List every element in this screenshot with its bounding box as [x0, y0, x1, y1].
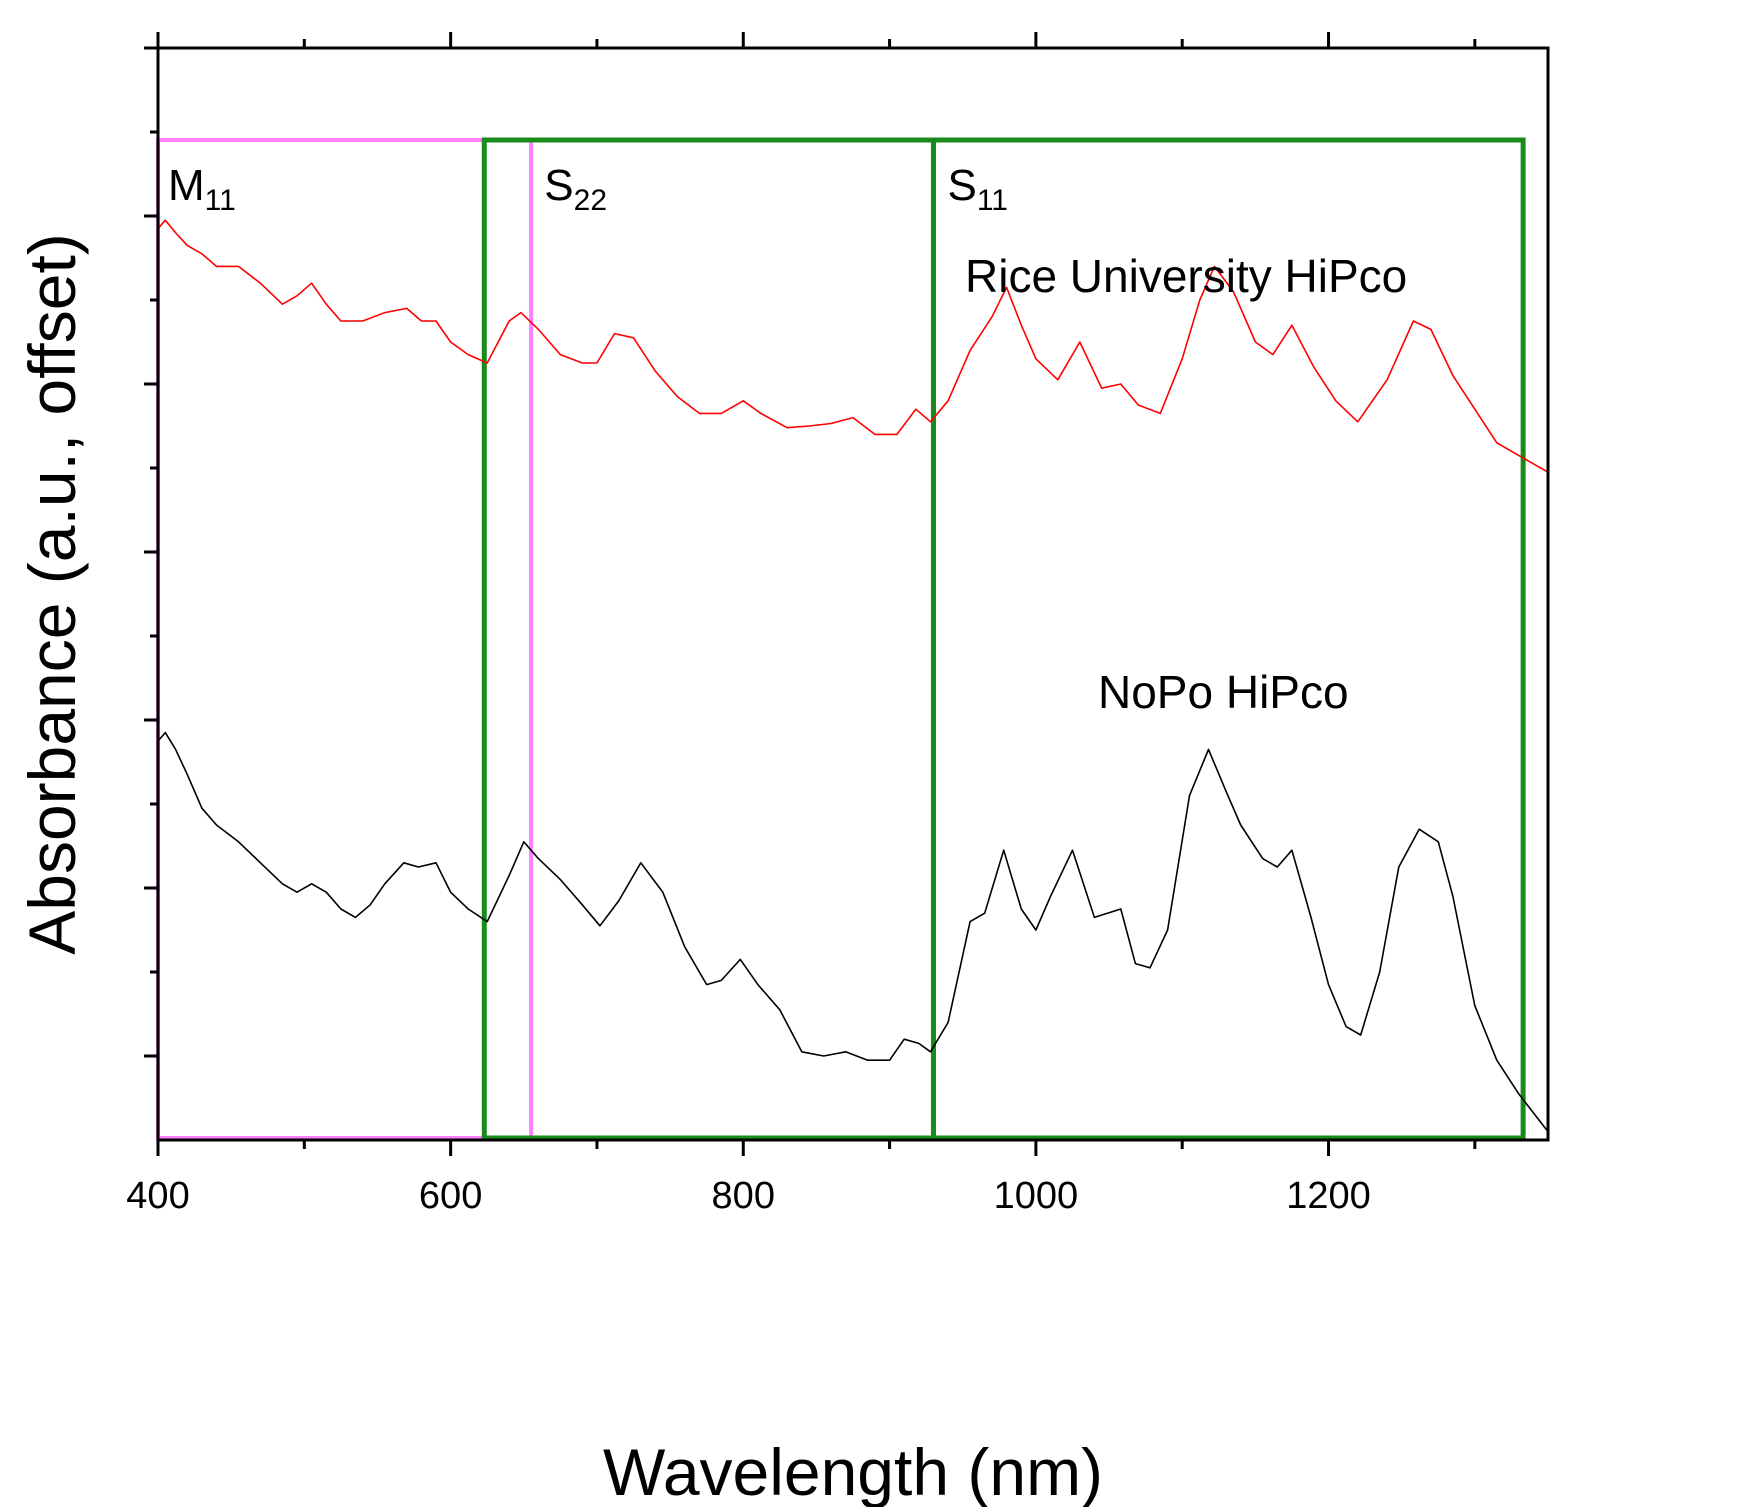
- x-axis-title: Wavelength (nm): [603, 1435, 1103, 1507]
- series-layer: [157, 219, 1549, 1133]
- region-label-s11-main: S: [947, 161, 976, 210]
- x-tick-label: 400: [126, 1175, 189, 1217]
- region-label-s11-sub: 11: [977, 184, 1008, 217]
- region-label-m11: M11: [168, 161, 236, 217]
- series-label-rice: Rice University HiPco: [965, 250, 1407, 302]
- region-label-s22-sub: 22: [574, 184, 607, 217]
- x-tick-label: 600: [419, 1175, 482, 1217]
- x-tick-label: 1200: [1286, 1175, 1371, 1217]
- region-label-s11: S11: [947, 161, 1008, 217]
- y-axis-title: Absorbance (a.u., offset): [15, 233, 89, 955]
- x-tick-label: 1000: [994, 1175, 1079, 1217]
- region-label-s22-main: S: [544, 161, 573, 210]
- region-box-m11: [156, 138, 534, 1140]
- region-box-s22: [481, 137, 936, 1141]
- region-label-s22: S22: [544, 161, 607, 217]
- plot-frame: [156, 46, 1550, 1142]
- region-label-m11-main: M: [168, 161, 205, 210]
- series-line-rice: [157, 219, 1549, 473]
- ticks-layer: 400 600 800 1000 1200: [126, 32, 1477, 1217]
- region-label-m11-sub: 11: [205, 184, 236, 217]
- x-tick-label: 800: [712, 1175, 775, 1217]
- region-box-s11: [930, 137, 1526, 1141]
- regions-layer: [156, 137, 1526, 1141]
- series-label-nopo: NoPo HiPco: [1098, 666, 1349, 718]
- series-line-nopo: [157, 731, 1549, 1133]
